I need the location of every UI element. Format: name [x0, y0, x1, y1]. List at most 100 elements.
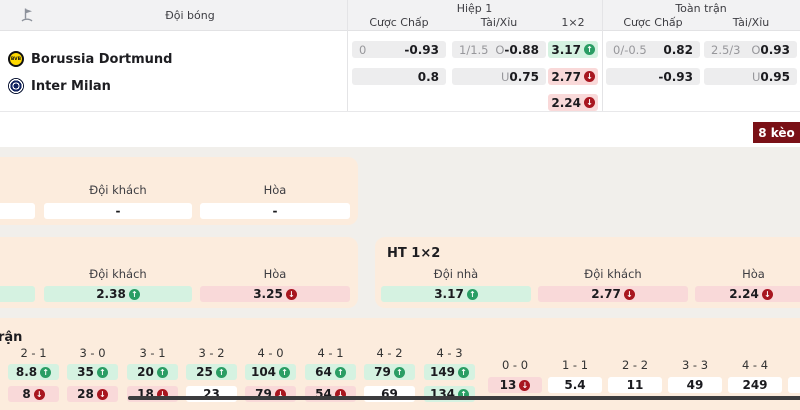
team-name-home[interactable]: Borussia Dortmund — [31, 51, 173, 67]
score-odds-cell[interactable]: 28 — [67, 386, 118, 402]
ou-line: 1/1.5 — [459, 42, 489, 57]
odds-value: 28 — [77, 387, 94, 401]
odds-value: 25 — [196, 365, 213, 379]
score-header: 3 - 0 — [79, 346, 106, 360]
trend-up-icon — [96, 366, 108, 378]
score-odds-cell[interactable]: 5.4 — [548, 377, 602, 393]
odds-value: 79 — [374, 365, 391, 379]
score-odds-cell[interactable]: 8.8 — [8, 364, 59, 380]
score-header: 1 - 1 — [561, 358, 589, 372]
team-row-away[interactable]: Inter Milan — [8, 78, 111, 94]
score-header: 4 - 4 — [741, 358, 769, 372]
hdp-column-header-ft: Cược Chấp — [623, 15, 683, 29]
table-bottom-divider — [0, 111, 800, 112]
score-odds-cell[interactable]: 11 — [608, 377, 662, 393]
ft-1x2-away-cell[interactable]: - — [44, 203, 192, 219]
score-odds-cell-clipped[interactable] — [788, 377, 800, 393]
odds-value: 8.8 — [15, 365, 38, 379]
score-odds-cell[interactable]: 64 — [305, 364, 356, 380]
h1-1x2-draw-cell[interactable]: 2.24 — [548, 94, 598, 111]
column-divider — [347, 0, 348, 111]
ht-1x2-home-cell[interactable]: 3.17 — [381, 286, 531, 302]
trend-up-icon — [393, 366, 405, 378]
trend-up-icon — [40, 366, 52, 378]
odds-cell-clipped[interactable] — [0, 286, 35, 302]
odds-value: - — [272, 204, 278, 218]
ht-1x2-draw-cell[interactable]: 2.24 — [695, 286, 800, 302]
ou-side: O — [495, 42, 505, 57]
team-name-away[interactable]: Inter Milan — [31, 78, 111, 94]
ou-column-header-h1: Tài/Xỉu — [480, 15, 518, 29]
team-column-header: Đội bóng — [165, 8, 215, 22]
score-odds-cell[interactable]: 8 — [8, 386, 59, 402]
h1-1x2-home-cell[interactable]: 3.17 — [548, 41, 598, 58]
borussia-dortmund-logo: BVB — [8, 51, 24, 67]
inter-milan-logo — [8, 78, 24, 94]
1x2-draw-cell[interactable]: 3.25 — [200, 286, 350, 302]
horizontal-scrollbar[interactable] — [128, 396, 800, 400]
score-odds-cell[interactable]: 20 — [127, 364, 178, 380]
score-odds-cell[interactable]: 104 — [245, 364, 296, 380]
ou-odds: -0.88 — [504, 42, 539, 57]
score-odds-cell[interactable]: 49 — [668, 377, 722, 393]
trend-up-icon — [215, 366, 227, 378]
odds-count-badge[interactable]: 8 kèo — [753, 122, 800, 143]
score-odds-cell[interactable]: 149 — [424, 364, 475, 380]
score-header: 4 - 3 — [436, 346, 463, 360]
ft-handicap-cell-away[interactable]: -0.93 — [606, 68, 700, 85]
odds-value: - — [115, 204, 121, 218]
trend-down-icon — [334, 388, 346, 400]
1x2-away-cell[interactable]: 2.38 — [44, 286, 192, 302]
ht-1x2-away-cell[interactable]: 2.77 — [538, 286, 688, 302]
score-odds-cell[interactable]: 249 — [728, 377, 782, 393]
h1-over-cell[interactable]: 1/1.5 O -0.88 — [452, 41, 546, 58]
ou-column-header-ft: Tài/Xỉu — [732, 15, 770, 29]
odds-value: 3.25 — [253, 287, 283, 301]
score-header: 4 - 1 — [317, 346, 344, 360]
odds-value: 2.77 — [591, 287, 621, 301]
score-header: 2 - 2 — [621, 358, 649, 372]
score-header: 4 - 0 — [257, 346, 284, 360]
odds-value: 64 — [315, 365, 332, 379]
h1-1x2-away-cell[interactable]: 2.77 — [548, 68, 598, 85]
ou-side: U — [751, 69, 761, 84]
away-team-header: Đội khách — [89, 267, 147, 281]
team-row-home[interactable]: BVB Borussia Dortmund — [8, 51, 172, 67]
odds-cell-clipped[interactable] — [0, 203, 35, 219]
ht-1x2-title: HT 1×2 — [387, 246, 441, 261]
ou-odds: 0.95 — [760, 69, 790, 84]
trend-down-icon — [274, 388, 286, 400]
odds-table-header — [0, 0, 800, 31]
h1-handicap-cell-home[interactable]: 0 -0.93 — [352, 41, 446, 58]
score-header: 4 - 2 — [376, 346, 403, 360]
h1-handicap-cell-away[interactable]: 0.8 — [352, 68, 446, 85]
odds-value: 3.17 — [434, 287, 464, 301]
trend-up-icon — [279, 366, 291, 378]
score-odds-cell[interactable]: 79 — [364, 364, 415, 380]
ft-handicap-cell-home[interactable]: 0/-0.5 0.82 — [606, 41, 700, 58]
trend-up-icon — [334, 366, 346, 378]
ou-odds: 0.93 — [760, 42, 790, 57]
score-odds-cell[interactable]: 35 — [67, 364, 118, 380]
ft-1x2-draw-cell[interactable]: - — [200, 203, 350, 219]
trend-up-icon — [584, 44, 595, 55]
trend-down-icon — [285, 288, 297, 300]
trend-up-icon — [466, 288, 478, 300]
handicap-odds: 0.8 — [417, 69, 439, 84]
score-odds-cell[interactable]: 25 — [186, 364, 237, 380]
ft-over-cell[interactable]: 2.5/3 O 0.93 — [704, 41, 797, 58]
handicap-line: 0/-0.5 — [613, 42, 647, 57]
odds-value: 149 — [429, 365, 456, 379]
odds-value: 5.4 — [564, 378, 586, 392]
trend-down-icon — [584, 71, 595, 82]
odds-value: 8 — [22, 387, 31, 401]
odds-value: 13 — [499, 378, 517, 392]
column-divider — [602, 0, 603, 111]
ft-under-cell[interactable]: U 0.95 — [704, 68, 797, 85]
h1-under-cell[interactable]: U 0.75 — [452, 68, 546, 85]
1x2-column-header: 1×2 — [561, 15, 585, 29]
1x2-odds: 2.77 — [551, 69, 581, 84]
1x2-odds: 3.17 — [551, 42, 581, 57]
trend-down-icon — [96, 388, 108, 400]
score-odds-cell[interactable]: 13 — [488, 377, 542, 393]
